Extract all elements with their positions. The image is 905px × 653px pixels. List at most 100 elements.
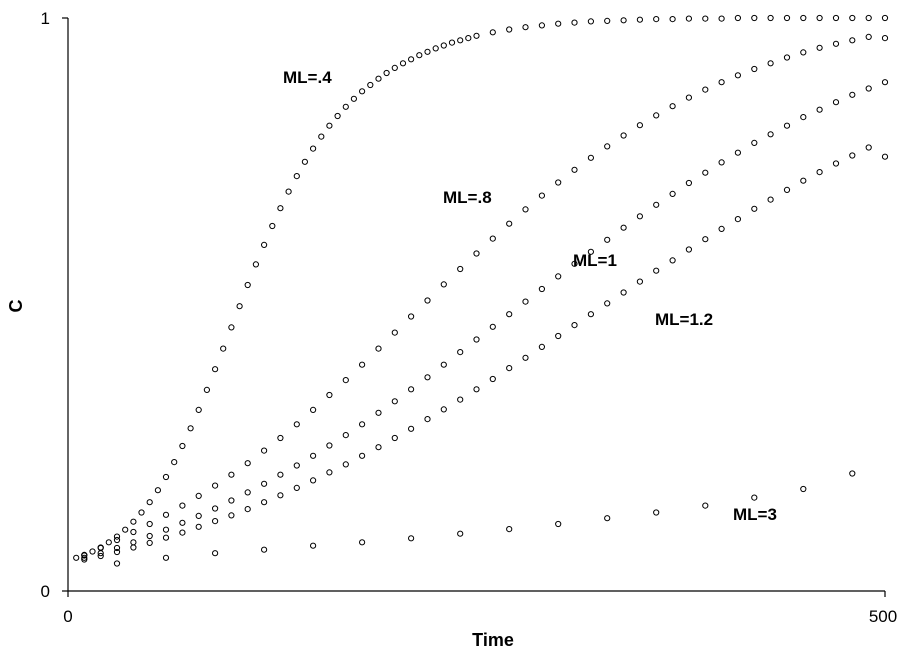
data-point [734,216,742,223]
data-point [293,173,300,180]
data-point [113,560,121,567]
data-point [212,505,219,512]
data-point [506,220,513,227]
data-point [669,103,676,110]
data-point [457,265,464,273]
data-point [261,480,268,487]
data-point [620,17,627,24]
series-label-ml-0.8: ML=.8 [443,188,492,207]
data-point [538,285,546,293]
data-point [146,499,153,506]
data-point [555,20,562,27]
data-point [718,225,725,232]
data-point [767,14,774,22]
data-point [734,14,742,22]
data-point [162,534,170,541]
data-point [800,177,807,184]
data-point [89,548,96,555]
data-point [375,409,382,416]
data-point [849,91,856,98]
data-point [881,153,889,160]
data-point [220,345,227,352]
data-point [718,15,725,22]
data-point [293,462,300,469]
data-point [849,37,856,44]
data-point [457,37,464,44]
data-point [653,16,660,23]
data-point [261,546,268,553]
data-point [342,103,349,110]
data-point [685,179,693,187]
data-point [195,523,202,530]
data-point [228,512,235,519]
data-point [212,482,219,489]
data-point [832,99,840,106]
data-point [522,298,529,305]
data-point [326,469,333,476]
data-point [408,386,415,393]
data-point [326,391,333,399]
data-point [800,485,807,493]
x-tick-label-min: 0 [63,607,72,626]
data-point [440,361,447,368]
data-point [800,14,807,22]
data-point [604,300,611,307]
data-point [212,550,219,557]
data-point [865,33,872,41]
data-point [146,532,153,540]
series-ml-4 [73,14,889,561]
data-point [171,459,178,466]
data-point [620,132,627,139]
data-point [359,88,366,95]
data-point [506,311,513,318]
data-point [669,190,676,197]
data-point [881,79,889,86]
data-point [522,206,529,213]
data-point [97,550,104,557]
data-point [489,29,496,36]
series-ml-1-2 [81,144,889,563]
data-point [277,205,284,212]
data-point [326,122,333,129]
data-point [522,24,529,31]
data-point [391,398,398,405]
data-point [408,56,415,63]
data-point [310,477,317,484]
data-point [832,14,840,22]
data-point [195,406,202,413]
data-point [97,552,104,560]
data-point [604,143,611,150]
data-point [653,509,660,516]
data-point [162,526,170,533]
data-point [865,14,872,22]
data-point [244,489,251,496]
data-point [465,35,472,42]
data-point [653,112,660,119]
data-point [587,18,595,25]
data-point [350,95,357,102]
data-point [383,69,390,77]
series-ml-3 [113,470,856,567]
data-point [767,131,774,138]
data-point [432,45,439,52]
data-point [653,201,660,208]
data-point [718,79,725,86]
data-point [685,15,693,22]
data-point [555,179,562,186]
data-point [277,434,284,442]
data-point [359,421,366,428]
data-point [865,85,872,92]
data-point [849,14,856,22]
data-point [359,361,366,368]
data-point [81,556,88,563]
data-point [252,261,259,268]
data-point [130,544,137,551]
data-point [457,530,464,537]
data-point [179,519,186,526]
data-point [440,406,447,413]
data-point [81,552,88,559]
data-point [448,39,456,46]
data-point [424,48,431,55]
data-point [130,539,137,546]
